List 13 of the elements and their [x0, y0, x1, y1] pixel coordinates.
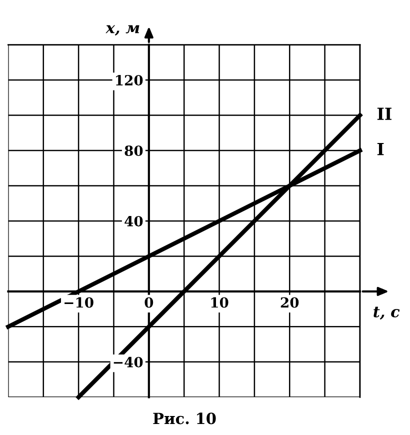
- x-tick-label: −10: [64, 297, 94, 308]
- x-axis-title: t, с: [374, 306, 400, 320]
- y-tick-label: 80: [124, 145, 143, 156]
- y-tick-label: 40: [124, 216, 143, 226]
- series-label: I: [377, 142, 384, 156]
- y-tick-label: 120: [116, 75, 143, 86]
- y-tick-label: −40: [114, 356, 143, 368]
- series-label: II: [377, 108, 392, 120]
- y-axis-title: x, м: [106, 25, 140, 36]
- text: Рис. 10: [153, 412, 216, 424]
- x-tick-label: 10: [211, 297, 228, 308]
- x-tick-label: 20: [280, 297, 299, 308]
- x-tick-label: 0: [144, 297, 154, 308]
